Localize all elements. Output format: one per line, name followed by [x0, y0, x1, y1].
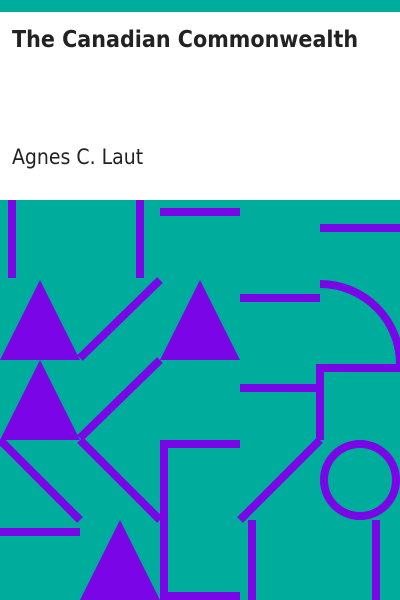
pattern-triangles [0, 280, 240, 600]
book-title: The Canadian Commonwealth [12, 27, 359, 53]
cover-pattern-artwork [0, 200, 400, 600]
line-shape [237, 437, 323, 523]
circle-shape [320, 440, 400, 520]
line-shape [77, 277, 163, 361]
top-accent-bar [0, 0, 400, 12]
pattern-lines [0, 200, 400, 600]
triangle-shape [0, 280, 80, 360]
line-shape [77, 437, 163, 523]
book-author: Agnes C. Laut [12, 145, 144, 169]
triangle-shape [0, 360, 80, 440]
triangle-shape [160, 280, 240, 360]
line-shape [0, 437, 83, 523]
quarter-arc-shape [319, 280, 400, 365]
corner-line-shape [160, 440, 240, 600]
corner-line-shape [316, 364, 400, 440]
line-shape [77, 357, 163, 441]
triangle-shape [80, 520, 160, 600]
